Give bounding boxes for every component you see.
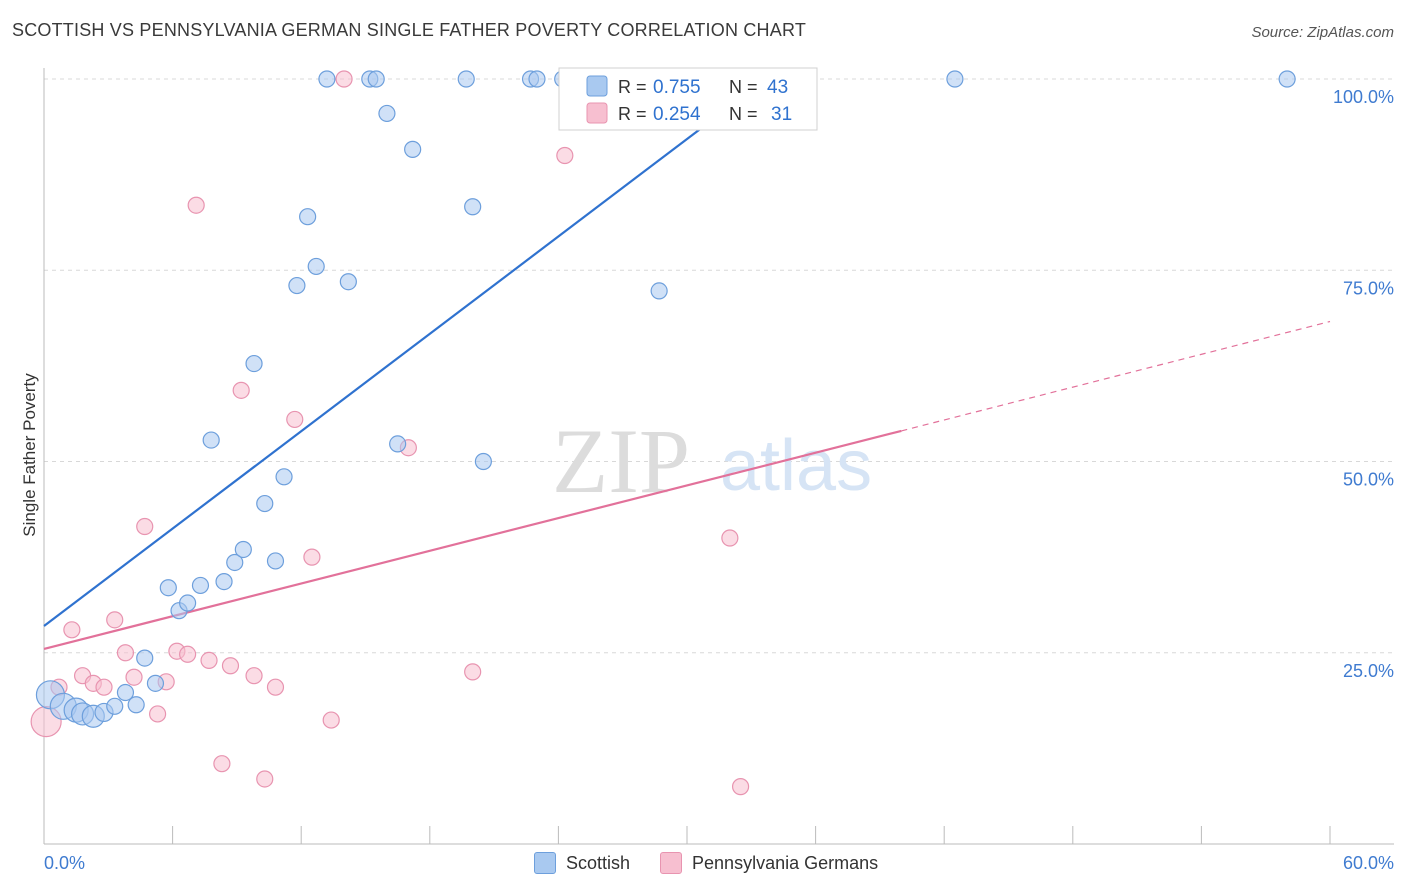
pennsylvania-germans-point-2: [63, 621, 81, 639]
scottish-point-39: [650, 282, 668, 300]
pennsylvania-germans-point-14: [187, 196, 205, 214]
scottish-point-19: [245, 354, 263, 373]
scottish-point-34: [464, 198, 482, 216]
pennsylvania-germans-point-6: [106, 611, 124, 629]
watermark-atlas: atlas: [720, 426, 872, 506]
pennsylvania-germans-point-30: [731, 778, 750, 796]
pennsylvania-germans-point-20: [256, 770, 274, 788]
legend-swatch-scottish: [586, 75, 608, 97]
y-tick-labels: 25.0% 50.0% 75.0% 100.0%: [1333, 87, 1394, 681]
scottish-point-24: [299, 208, 317, 226]
scottish-point-14: [191, 576, 210, 595]
scottish-trend-line: [43, 78, 767, 627]
pennsylvania-germans-point-29: [721, 529, 739, 547]
pennsylvania-germans-point-24: [322, 711, 340, 729]
legend-swatch-pennsylvania-germans: [586, 102, 608, 124]
pennsylvania-germans-point-27: [464, 663, 482, 681]
x-tick-label-1: 60.0%: [1343, 853, 1394, 873]
pennsylvania-germans-points: [30, 70, 750, 796]
pennsylvania-germans-point-15: [200, 651, 218, 670]
scottish-point-31: [389, 435, 407, 453]
watermark: ZIP atlas: [552, 410, 872, 512]
scottish-point-13: [179, 594, 197, 612]
scottish-point-7: [116, 683, 135, 702]
scottish-point-22: [275, 468, 293, 486]
scottish-point-32: [404, 140, 422, 158]
scottish-point-6: [106, 697, 124, 715]
scottish-point-35: [474, 452, 492, 471]
scottish-point-18: [234, 540, 252, 559]
legend-swatch-scottish-bottom: [534, 852, 556, 874]
scottish-point-26: [318, 70, 336, 88]
legend-item-scottish: Scottish: [534, 852, 630, 874]
y-tick-label-1: 50.0%: [1343, 470, 1394, 490]
pennsylvania-germans-point-13: [179, 645, 197, 663]
pennsylvania-germans-point-10: [148, 705, 167, 723]
legend-item-pennsylvania-germans: Pennsylvania Germans: [660, 852, 878, 874]
pennsylvania-germans-point-5: [95, 678, 113, 696]
pennsylvania-germans-point-7: [116, 644, 135, 662]
scottish-point-10: [146, 674, 165, 692]
pennsylvania-germans-trend-extension: [901, 320, 1331, 432]
source-label: Source: ZipAtlas.com: [1251, 24, 1394, 41]
x-tick-label-0: 0.0%: [44, 853, 85, 873]
scottish-point-9: [136, 649, 154, 667]
y-tick-label-2: 75.0%: [1343, 278, 1394, 298]
pennsylvania-germans-point-17: [221, 657, 240, 675]
scottish-point-25: [307, 257, 325, 276]
x-ticks: [172, 826, 1331, 844]
legend-r-label-1: R =: [618, 77, 647, 97]
y-tick-label-0: 25.0%: [1343, 661, 1394, 681]
watermark-zip: ZIP: [552, 410, 690, 512]
pennsylvania-germans-point-23: [303, 548, 321, 566]
legend-label-scottish: Scottish: [566, 852, 631, 873]
legend-n-value-2: 31: [771, 104, 792, 125]
scottish-point-37: [528, 70, 546, 88]
scottish-point-27: [339, 273, 357, 291]
pennsylvania-germans-point-19: [245, 667, 263, 685]
legend-r-value-2: 0.254: [653, 104, 701, 125]
pennsylvania-germans-point-28: [556, 146, 574, 165]
chart-title: SCOTTISH VS PENNSYLVANIA GERMAN SINGLE F…: [12, 20, 807, 40]
legend-r-value-1: 0.755: [653, 77, 701, 98]
y-axis-label: Single Father Poverty: [20, 373, 39, 537]
y-tick-label-3: 100.0%: [1333, 87, 1394, 107]
pennsylvania-germans-point-8: [125, 668, 143, 686]
scottish-point-41: [946, 70, 964, 88]
pennsylvania-germans-point-18: [232, 381, 250, 399]
legend-r-label-2: R =: [618, 104, 647, 124]
legend-swatch-pg-bottom: [660, 852, 683, 874]
scottish-point-15: [202, 431, 220, 449]
scottish-point-8: [127, 696, 145, 714]
scottish-point-29: [367, 70, 385, 88]
axes: [43, 68, 1394, 845]
legend-n-label-2: N =: [729, 104, 758, 124]
pennsylvania-germans-point-9: [136, 517, 154, 536]
pennsylvania-germans-point-21: [266, 678, 285, 696]
scottish-point-17: [226, 553, 244, 572]
scottish-point-16: [215, 573, 233, 591]
scottish-point-33: [457, 70, 475, 88]
pennsylvania-germans-point-16: [213, 755, 231, 773]
pennsylvania-germans-point-25: [335, 70, 353, 88]
legend-n-label-1: N =: [729, 77, 758, 97]
scottish-point-20: [256, 494, 274, 513]
bottom-legend: Scottish Pennsylvania Germans: [534, 852, 898, 874]
scottish-point-30: [378, 104, 396, 123]
scottish-point-11: [159, 579, 177, 597]
scottish-point-21: [266, 552, 285, 570]
legend-box: R = 0.755 N = 43 R = 0.254 N = 31: [558, 67, 818, 131]
scottish-point-42: [1278, 70, 1296, 88]
legend-n-value-1: 43: [767, 77, 788, 98]
x-tick-labels: 0.0% 60.0%: [44, 853, 1394, 873]
pennsylvania-germans-point-22: [286, 410, 304, 429]
legend-label-pennsylvania-germans: Pennsylvania Germans: [692, 852, 879, 873]
scottish-point-23: [288, 276, 306, 295]
scottish-points: [35, 70, 1296, 728]
